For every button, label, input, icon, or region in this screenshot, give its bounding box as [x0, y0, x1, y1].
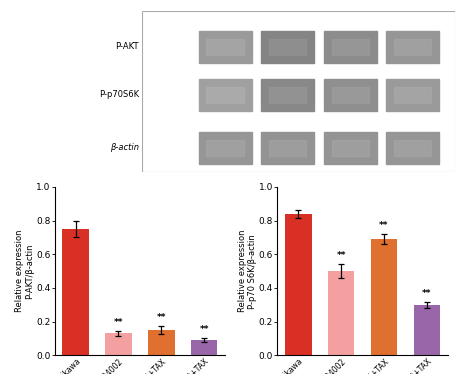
Bar	[324, 132, 377, 164]
Bar	[207, 87, 244, 103]
Bar	[105, 334, 132, 355]
Y-axis label: Relative expression
P-p70 S6K/β-actin: Relative expression P-p70 S6K/β-actin	[238, 230, 257, 312]
Bar	[386, 132, 439, 164]
Bar	[394, 140, 431, 156]
Bar	[207, 39, 244, 55]
Bar	[332, 87, 369, 103]
Bar	[269, 140, 306, 156]
Bar	[269, 39, 306, 55]
Bar	[414, 305, 440, 355]
Y-axis label: Relative expression
P-AKT/β-actin: Relative expression P-AKT/β-actin	[15, 230, 35, 312]
Bar	[261, 31, 314, 63]
Bar	[324, 79, 377, 111]
Bar	[394, 87, 431, 103]
Bar	[332, 140, 369, 156]
Bar	[62, 229, 89, 355]
Bar	[386, 31, 439, 63]
Bar	[207, 140, 244, 156]
Bar	[261, 79, 314, 111]
Bar	[199, 79, 252, 111]
Text: P-AKT: P-AKT	[116, 42, 139, 51]
Bar	[324, 31, 377, 63]
Text: **: **	[114, 318, 123, 327]
Bar	[371, 239, 397, 355]
Bar	[285, 214, 311, 355]
Bar	[269, 87, 306, 103]
Text: **: **	[200, 325, 209, 334]
Bar	[191, 340, 218, 355]
Text: **: **	[422, 289, 432, 298]
Bar	[199, 132, 252, 164]
Bar	[394, 39, 431, 55]
Text: **: **	[337, 251, 346, 260]
Text: **: **	[156, 313, 166, 322]
Bar	[199, 31, 252, 63]
Text: **: **	[379, 221, 389, 230]
Bar	[148, 330, 174, 355]
Text: P-p70S6K: P-p70S6K	[99, 91, 139, 99]
Bar	[386, 79, 439, 111]
Bar	[261, 132, 314, 164]
Text: β-actin: β-actin	[110, 143, 139, 153]
Bar	[328, 271, 355, 355]
Bar	[332, 39, 369, 55]
